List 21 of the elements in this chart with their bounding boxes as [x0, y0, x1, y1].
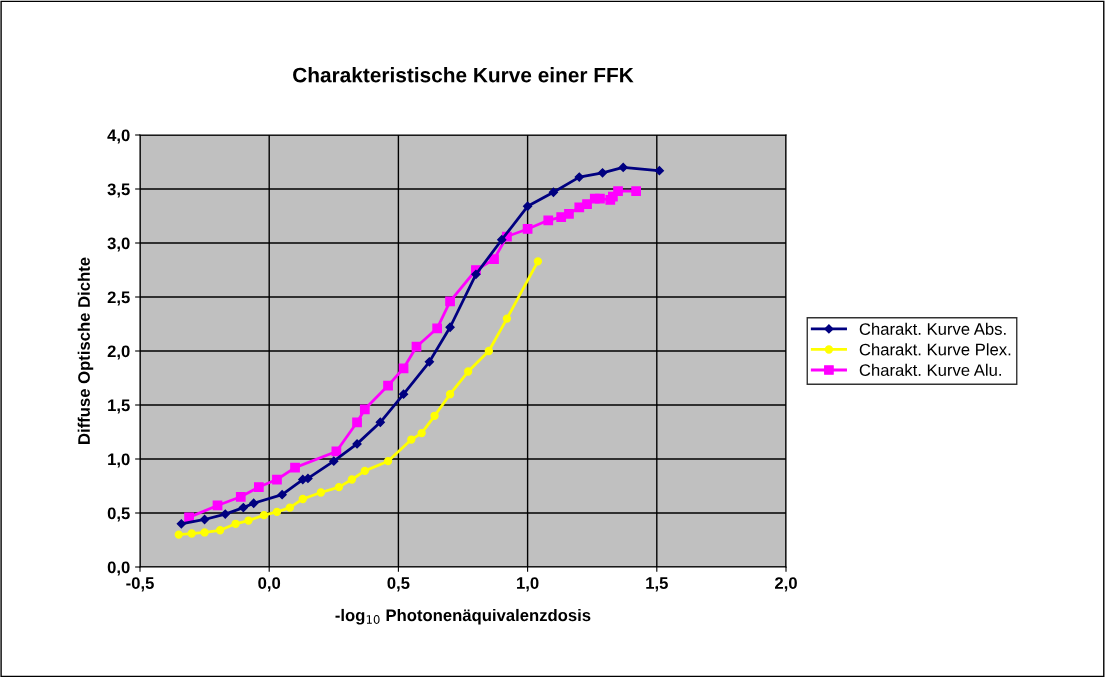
y-tick-label: 0,0 — [107, 561, 130, 576]
y-tick-label: 3,5 — [107, 183, 130, 198]
y-axis-title: Diffuse Optische Dichte — [77, 257, 94, 444]
legend-label: Charakt. Kurve Alu. — [859, 363, 1001, 377]
legend-label: Charakt. Kurve Plex. — [859, 343, 1011, 356]
y-tick-label: 2,0 — [107, 345, 130, 360]
chart-title: Charakteristische Kurve einer FFK — [293, 67, 634, 83]
y-tick-label: 4,0 — [107, 129, 130, 144]
y-tick-label: 3,0 — [107, 237, 130, 252]
y-tick-label: 1,0 — [108, 453, 130, 468]
y-tick-label: 1,5 — [108, 399, 130, 414]
x-axis-title: -log$_{10}$ Photonenäquivalenzdosis — [335, 608, 591, 625]
x-tick-label: 1,0 — [517, 577, 539, 592]
y-tick-label: 2,5 — [107, 291, 130, 306]
y-tick-label: 0,5 — [107, 507, 130, 522]
x-tick-label: 0,0 — [258, 577, 281, 592]
x-tick-label: 1,5 — [646, 577, 668, 592]
legend-label: Charakt. Kurve Abs. — [859, 322, 1006, 335]
x-tick-label: 0,5 — [387, 577, 410, 592]
x-tick-label: 2,0 — [774, 577, 797, 592]
x-tick-label: -0,5 — [126, 577, 154, 592]
